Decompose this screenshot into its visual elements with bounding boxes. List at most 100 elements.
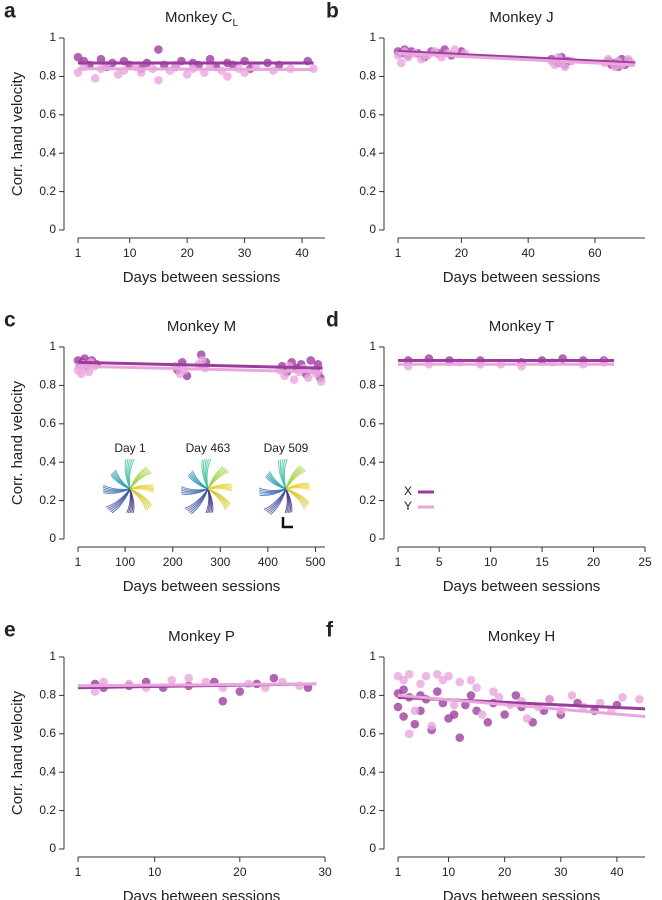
x-tick-label: 40 (610, 865, 624, 879)
y-tick-label: 0.4 (359, 764, 376, 778)
chart-title: Monkey P (168, 628, 235, 645)
y-tick-label: 0.4 (359, 454, 376, 468)
title-text: Monkey J (489, 9, 553, 26)
inset-trajectory (207, 466, 224, 490)
inset-trajectory (270, 488, 287, 516)
y-tick-label: 0.4 (39, 454, 56, 468)
panel-label: c (4, 309, 16, 332)
data-point (154, 45, 163, 54)
inset-label: Day 509 (264, 441, 309, 455)
data-point (427, 721, 436, 731)
y-tick-label: 0.4 (39, 764, 56, 778)
chart-title: Monkey J (489, 9, 553, 26)
y-tick-label: 1 (49, 339, 56, 353)
y-tick-label: 0.4 (39, 145, 56, 159)
x-tick-label: 200 (163, 555, 183, 569)
data-point (404, 729, 414, 739)
inset-trajectory (181, 488, 209, 495)
data-point (472, 683, 481, 693)
data-point (313, 359, 323, 369)
data-point (197, 356, 207, 365)
inset-label: Day 1 (114, 441, 146, 455)
y-tick-label: 0.6 (359, 416, 376, 430)
x-tick-label: 30 (318, 865, 332, 879)
x-tick-label: 1 (395, 865, 402, 879)
x-tick-label: 20 (498, 865, 512, 879)
data-point (84, 367, 94, 377)
data-point (522, 714, 532, 723)
x-tick-label: 20 (233, 865, 247, 879)
data-point (432, 687, 442, 696)
x-tick-label: 5 (436, 555, 443, 569)
data-point (545, 694, 554, 704)
x-tick-label: 30 (238, 246, 252, 260)
inset-trajectory (129, 488, 135, 513)
y-tick-label: 0.4 (359, 145, 376, 159)
data-point (73, 68, 83, 77)
inset-trajectory (129, 484, 154, 490)
inset-trajectory (265, 476, 287, 490)
data-point (416, 679, 425, 689)
y-axis-label: Corr. hand velocity (9, 71, 26, 196)
inset-trajectory (285, 465, 301, 490)
data-point (455, 733, 465, 742)
data-point (399, 685, 408, 694)
y-tick-label: 0.2 (39, 803, 56, 817)
x-tick-label: 10 (442, 865, 456, 879)
data-point (550, 60, 560, 70)
y-tick-label: 0 (49, 531, 56, 545)
x-tick-label: 40 (521, 246, 535, 260)
data-point (304, 373, 313, 383)
y-axis-label: Corr. hand velocity (9, 380, 26, 505)
y-tick-label: 0.8 (39, 69, 56, 83)
inset-trajectory (124, 459, 131, 490)
y-tick-label: 1 (49, 649, 56, 663)
data-point (205, 54, 215, 64)
inset-trajectory (129, 488, 152, 506)
data-point (96, 54, 106, 64)
chart-title: Monkey CL (165, 9, 239, 29)
panel-label: f (326, 619, 334, 642)
y-tick-label: 1 (369, 649, 376, 663)
x-tick-label: 25 (638, 555, 652, 569)
data-point (449, 710, 459, 719)
x-axis-label: Days between sessions (443, 888, 601, 900)
data-point (450, 45, 460, 54)
legend-label: X (404, 484, 412, 498)
data-point (289, 375, 299, 384)
data-point (182, 70, 192, 79)
fit-line (397, 49, 636, 65)
data-point (316, 377, 326, 386)
x-tick-label: 60 (588, 246, 602, 260)
x-tick-label: 400 (258, 555, 278, 569)
y-tick-label: 0.2 (39, 493, 56, 507)
data-point (410, 719, 420, 729)
y-tick-label: 0.8 (359, 69, 376, 83)
x-tick-label: 10 (123, 246, 137, 260)
data-point (223, 72, 232, 81)
y-tick-label: 1 (369, 339, 376, 353)
x-tick-label: 1 (75, 865, 82, 879)
x-tick-label: 1 (395, 555, 402, 569)
y-tick-label: 0 (369, 841, 376, 855)
fit-line (77, 360, 323, 370)
data-point (393, 702, 403, 712)
scale-bar (281, 517, 293, 529)
title-text: Monkey T (489, 318, 555, 335)
panel-label: d (326, 309, 339, 332)
y-tick-label: 0 (49, 841, 56, 855)
y-tick-label: 0 (369, 222, 376, 236)
fit-line (77, 364, 323, 374)
inset-trajectory (285, 488, 293, 513)
y-tick-label: 0.2 (359, 493, 376, 507)
legend-label: Y (404, 499, 412, 513)
x-tick-label: 300 (210, 555, 230, 569)
y-axis-label: Corr. hand velocity (9, 690, 26, 815)
data-point (483, 717, 493, 727)
x-tick-label: 100 (115, 555, 135, 569)
x-tick-label: 1 (75, 246, 82, 260)
y-tick-label: 0.6 (39, 107, 56, 121)
y-tick-label: 0.6 (39, 416, 56, 430)
y-tick-label: 0.6 (359, 726, 376, 740)
